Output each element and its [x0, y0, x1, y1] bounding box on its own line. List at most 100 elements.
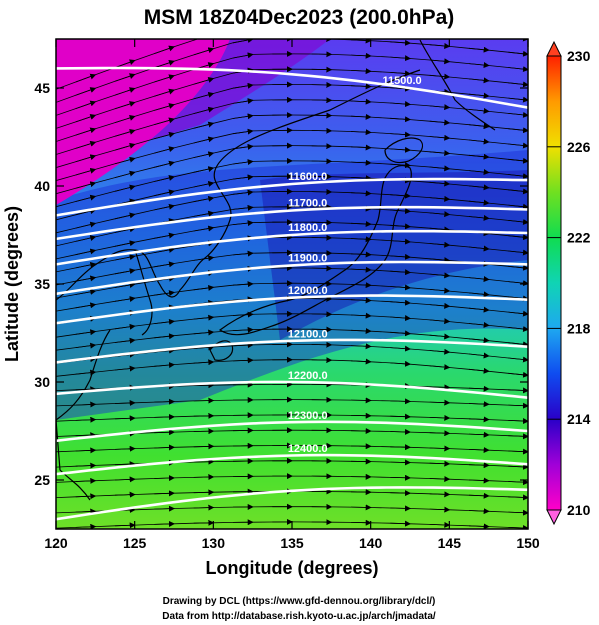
flow-arrow: [154, 103, 175, 111]
y-axis-label: Latitude (degrees): [2, 206, 22, 362]
flow-arrow: [468, 184, 490, 191]
flow-arrow: [350, 282, 372, 289]
flow-arrow: [429, 150, 451, 157]
flow-arrow: [154, 429, 175, 436]
flow-arrow: [232, 174, 254, 181]
contour-label: 12100.0: [288, 328, 328, 340]
flow-arrow: [193, 344, 215, 351]
flow-arrow: [508, 280, 528, 287]
flow-arrow: [390, 162, 411, 169]
flow-arrow: [468, 138, 490, 145]
height-contour-line: [56, 338, 528, 364]
flow-arrow: [468, 462, 490, 469]
y-tick-label: 45: [34, 80, 50, 96]
flow-arrow: [429, 134, 451, 141]
flow-arrow: [468, 337, 490, 344]
flow-arrow: [75, 447, 97, 454]
flow-arrow: [350, 236, 372, 243]
flow-arrow: [429, 521, 451, 528]
flow-arrow: [75, 508, 97, 515]
flow-arrow: [114, 240, 136, 247]
flow-arrow: [350, 129, 372, 136]
flow-arrow: [75, 329, 97, 336]
flow-arrow: [193, 443, 215, 450]
flow-arrow: [154, 232, 175, 239]
flow-arrow: [429, 399, 451, 406]
flow-arrow: [154, 505, 175, 512]
flow-arrow: [390, 459, 411, 466]
flow-arrow: [429, 302, 451, 309]
flow-arrow: [154, 175, 175, 182]
flow-arrow: [390, 70, 411, 77]
flow-arrow: [390, 505, 411, 512]
flow-arrow: [508, 264, 528, 271]
flow-arrow: [75, 248, 97, 256]
height-contour-line: [56, 294, 528, 325]
flow-arrow: [508, 448, 528, 455]
flow-arrow: [114, 170, 136, 178]
flow-arrow: [390, 116, 411, 123]
flow-arrow: [508, 387, 528, 394]
flow-arrow: [154, 203, 175, 211]
contour-label: 12400.0: [288, 443, 328, 455]
flow-arrow: [193, 121, 215, 129]
flow-arrow: [429, 211, 451, 218]
flow-arrow: [468, 153, 490, 160]
transition-region: [150, 39, 330, 140]
x-tick-label: 150: [516, 535, 540, 551]
flow-arrow: [193, 474, 215, 481]
flow-arrow: [390, 444, 411, 451]
flow-arrow: [508, 356, 528, 363]
colorbar-tick-label: 222: [567, 230, 591, 246]
flow-arrow: [114, 101, 136, 110]
flow-arrow: [429, 384, 451, 391]
height-contour-line: [56, 453, 528, 476]
flow-arrow: [350, 266, 372, 273]
flow-arrow: [193, 210, 215, 217]
flow-arrow: [232, 189, 254, 196]
flow-arrow: [430, 30, 450, 32]
flow-arrow: [390, 253, 411, 260]
flow-arrow: [232, 204, 254, 211]
flow-arrow: [468, 492, 490, 499]
flow-arrow: [508, 50, 528, 57]
flow-arrow: [429, 460, 451, 467]
flow-arrow: [114, 337, 136, 344]
flow-arrow: [75, 288, 97, 295]
flow-arrow: [468, 416, 490, 423]
flow-arrow: [114, 184, 136, 192]
flow-arrow: [232, 250, 254, 257]
height-contour-line: [56, 205, 528, 241]
flow-arrow: [508, 417, 528, 424]
flow-arrow: [390, 208, 411, 215]
flow-arrow: [154, 59, 175, 69]
flow-arrow: [114, 156, 136, 165]
flow-arrow: [76, 542, 96, 543]
flow-arrow: [469, 33, 489, 35]
flow-arrow: [75, 221, 97, 229]
flow-arrow: [154, 117, 175, 125]
flow-arrow: [468, 431, 490, 438]
flow-arrow: [75, 127, 97, 136]
flow-arrow: [429, 287, 451, 294]
flow-arrow: [193, 255, 215, 262]
flow-arrow: [429, 333, 451, 340]
colorbar-min-arrow: [546, 509, 562, 526]
flow-arrow: [350, 190, 372, 197]
height-contour-line: [56, 177, 528, 217]
flow-arrow: [390, 101, 411, 108]
y-tick-label: 40: [34, 178, 50, 194]
flow-arrow: [468, 77, 490, 84]
flow-arrow: [75, 167, 97, 176]
flow-arrow: [232, 113, 254, 120]
flow-arrow: [114, 445, 136, 452]
flow-arrow: [154, 88, 175, 97]
flow-arrow: [390, 284, 411, 291]
flow-arrow: [508, 96, 528, 103]
flow-arrow: [193, 458, 215, 465]
flow-arrow: [468, 46, 490, 53]
flow-arrow: [193, 91, 215, 100]
flow-arrow: [154, 246, 175, 253]
flow-arrow: [390, 299, 411, 306]
